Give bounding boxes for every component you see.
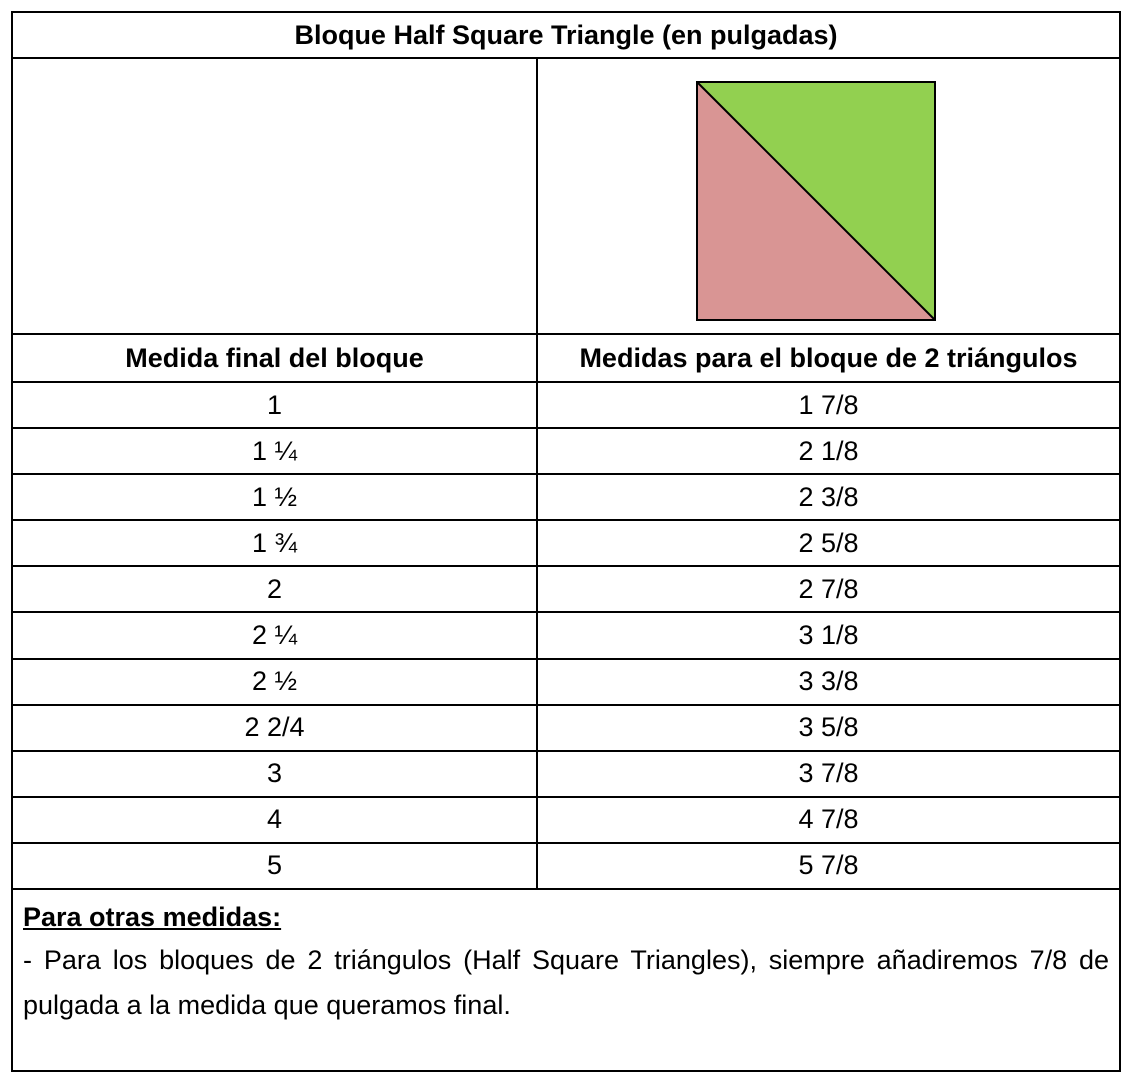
header-final-size: Medida final del bloque — [125, 342, 424, 373]
table-body: 1 1 7/8 1 ¼ 2 1/8 1 ½ 2 3/8 1 ¾ 2 5/8 2 2 7/8… — [13, 383, 1119, 891]
cut-size-cell: 1 7/8 — [798, 389, 859, 420]
final-size-cell: 4 — [266, 804, 283, 835]
final-size-cell: 3 — [266, 758, 283, 789]
cut-size-cell: 5 7/8 — [798, 850, 859, 881]
square-outline — [696, 81, 936, 321]
table-row: 1 ¾ 2 5/8 — [13, 521, 1119, 568]
cut-size-cell: 3 5/8 — [798, 712, 859, 743]
figure-row — [13, 59, 1119, 335]
table-title: Bloque Half Square Triangle (en pulgadas… — [13, 13, 1119, 59]
final-size-cell: 1 ¼ — [251, 435, 298, 466]
notes-section: Para otras medidas: - Para los bloques d… — [13, 890, 1119, 1028]
cut-size-cell: 3 7/8 — [798, 758, 859, 789]
final-size-cell: 1 — [266, 389, 283, 420]
table-row: 1 1 7/8 — [13, 383, 1119, 430]
final-size-cell: 2 ½ — [251, 666, 298, 697]
half-square-triangle-diagram — [696, 81, 936, 321]
cut-size-cell: 3 3/8 — [798, 666, 859, 697]
cut-size-cell: 2 5/8 — [798, 527, 859, 558]
final-size-cell: 2 — [266, 573, 283, 604]
final-size-cell: 5 — [266, 850, 283, 881]
table-row: 2 ½ 3 3/8 — [13, 660, 1119, 706]
final-size-cell: 2 ¼ — [251, 620, 298, 651]
table-row: 5 5 7/8 — [13, 844, 1119, 891]
table-row: 2 ¼ 3 1/8 — [13, 613, 1119, 660]
hst-table: Bloque Half Square Triangle (en pulgadas… — [11, 11, 1121, 1072]
table-header: Medida final del bloque Medidas para el … — [13, 335, 1119, 383]
cut-size-cell: 4 7/8 — [798, 804, 859, 835]
table-row: 1 ½ 2 3/8 — [13, 475, 1119, 522]
table-row: 1 ¼ 2 1/8 — [13, 429, 1119, 476]
cut-size-cell: 2 7/8 — [798, 573, 859, 604]
table-row: 3 3 7/8 — [13, 752, 1119, 798]
header-cut-size: Medidas para el bloque de 2 triángulos — [579, 342, 1078, 373]
final-size-cell: 2 2/4 — [244, 712, 305, 743]
final-size-cell: 1 ¾ — [251, 527, 298, 558]
diagonal-line — [696, 81, 936, 321]
table-row: 4 4 7/8 — [13, 798, 1119, 844]
cut-size-cell: 2 3/8 — [798, 481, 859, 512]
notes-heading: Para otras medidas: — [23, 902, 282, 932]
cut-size-cell: 3 1/8 — [798, 620, 859, 651]
table-row: 2 2 7/8 — [13, 567, 1119, 614]
cut-size-cell: 2 1/8 — [798, 435, 859, 466]
table-row: 2 2/4 3 5/8 — [13, 706, 1119, 752]
notes-text: - Para los bloques de 2 triángulos (Half… — [23, 945, 1109, 1020]
final-size-cell: 1 ½ — [251, 481, 298, 512]
